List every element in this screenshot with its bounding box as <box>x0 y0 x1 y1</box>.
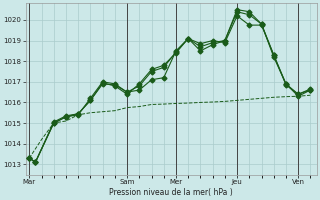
X-axis label: Pression niveau de la mer( hPa ): Pression niveau de la mer( hPa ) <box>109 188 233 197</box>
